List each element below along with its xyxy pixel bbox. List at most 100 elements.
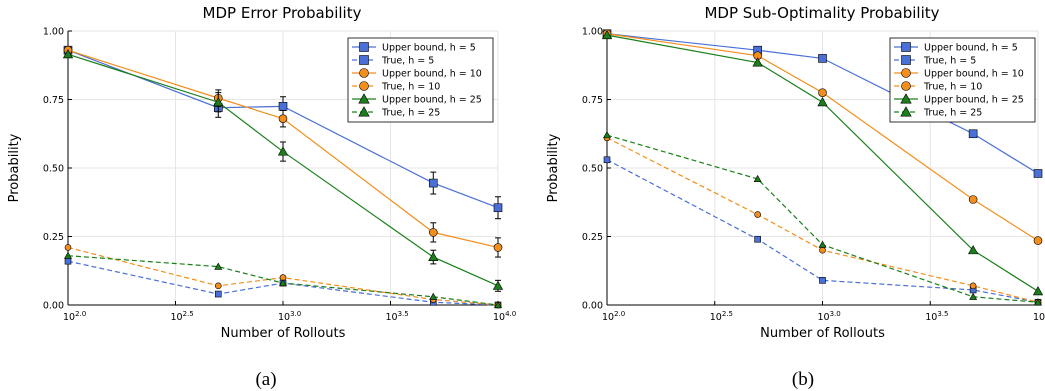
legend: Upper bound, h = 5 True, h = 5 Upper bound…: [347, 37, 494, 123]
data-point: [493, 203, 503, 213]
legend-marker: [901, 55, 911, 65]
legend-box: [347, 37, 494, 123]
data-point: [1033, 169, 1043, 178]
chart-b: 0.00 0.25 0.50 0.75 1.00 102.0 102.5 103.0 103.5…: [546, 4, 1045, 341]
y-tick-label: 0.75: [43, 95, 64, 106]
data-point: [428, 178, 438, 188]
y-tick-label: 0.00: [582, 301, 603, 312]
data-point: [214, 282, 222, 290]
y-axis-label: Probability: [546, 133, 561, 202]
legend-marker: [901, 68, 911, 78]
legend-marker: [359, 81, 369, 91]
data-point: [754, 235, 761, 243]
data-point: [818, 54, 827, 63]
data-point: [429, 292, 438, 300]
legend-marker: [359, 55, 369, 65]
legend-label: Upper bound, h = 25: [924, 95, 1024, 106]
series-6: [64, 251, 502, 309]
data-point: [213, 97, 224, 107]
data-point: [278, 114, 288, 123]
data-point: [493, 243, 503, 252]
data-point: [968, 195, 978, 204]
data-point: [818, 88, 827, 97]
data-point: [969, 292, 978, 300]
chart-title: MDP Error Probability: [203, 4, 362, 22]
data-point: [278, 102, 288, 111]
series-5: [601, 29, 1044, 296]
y-tick-label: 0.50: [43, 164, 64, 175]
data-point: [819, 277, 826, 284]
y-axis-label: Probability: [7, 133, 22, 202]
data-point: [64, 244, 72, 251]
x-tick-label: 102.5: [171, 310, 194, 323]
data-point: [1034, 298, 1042, 306]
x-tick-label: 104.0: [493, 310, 516, 323]
series-5: [62, 49, 504, 292]
data-point: [214, 290, 222, 298]
caption-b: (b): [792, 369, 814, 390]
data-point: [603, 156, 611, 164]
legend-marker: [359, 42, 369, 52]
data-point: [62, 49, 74, 59]
data-point: [601, 29, 613, 40]
x-tick-label: 103.0: [818, 310, 841, 323]
legend-marker: [901, 42, 911, 52]
x-tick-label: 103.5: [386, 310, 409, 323]
legend-marker: [900, 106, 912, 117]
legend-label: True, h = 10: [923, 82, 982, 93]
data-point: [492, 280, 504, 290]
legend-marker: [358, 106, 370, 117]
legend-label: Upper bound, h = 10: [382, 69, 482, 80]
legend-label: True, h = 5: [923, 56, 976, 67]
data-point: [494, 300, 502, 309]
y-tick-label: 0.50: [582, 164, 603, 175]
data-point: [603, 131, 611, 139]
legend-label: Upper bound, h = 25: [382, 95, 482, 106]
data-point: [817, 97, 828, 107]
legend-label: True, h = 10: [381, 82, 440, 93]
y-tick-label: 0.25: [43, 232, 64, 243]
x-tick-label: 103.5: [925, 310, 948, 323]
data-point: [214, 262, 223, 270]
legend-label: True, h = 25: [381, 108, 440, 119]
chart-title: MDP Sub-Optimality Probability: [704, 4, 939, 22]
data-point: [968, 244, 979, 255]
y-tick-label: 1.00: [43, 27, 64, 38]
series-3: [63, 45, 503, 258]
data-point: [1033, 236, 1043, 245]
x-tick-label: 102.5: [710, 310, 733, 323]
legend-label: True, h = 25: [923, 108, 982, 119]
legend-label: True, h = 5: [381, 56, 434, 67]
x-tick-label: 102.0: [63, 310, 86, 323]
legend-marker: [359, 68, 369, 78]
legend-marker: [901, 81, 911, 91]
x-tick-label: 102.0: [602, 310, 625, 323]
x-axis-label: Number of Rollouts: [221, 326, 346, 341]
data-point: [1032, 286, 1044, 296]
caption-a: (a): [255, 369, 276, 390]
x-tick-label: 103.0: [278, 310, 301, 323]
data-point: [752, 57, 763, 67]
data-point: [64, 251, 72, 259]
data-point: [428, 228, 438, 237]
data-point: [428, 251, 439, 262]
y-tick-label: 0.00: [43, 301, 64, 312]
chart-a: 0.00 0.25 0.50 0.75 1.00 102.0 102.5 103.0 103.5…: [7, 4, 516, 341]
legend-label: Upper bound, h = 5: [382, 43, 476, 54]
y-tick-label: 0.25: [582, 232, 603, 243]
data-point: [279, 279, 287, 287]
legend-label: Upper bound, h = 10: [924, 69, 1024, 80]
data-point: [64, 257, 72, 265]
legend-box: [889, 37, 1036, 123]
series-6: [603, 131, 1042, 306]
y-tick-label: 1.00: [582, 27, 603, 38]
data-point: [968, 129, 978, 139]
data-point: [277, 146, 289, 156]
data-point: [969, 282, 977, 290]
series-line: [606, 159, 1039, 303]
data-point: [818, 240, 827, 248]
data-point: [754, 211, 761, 218]
data-point: [819, 246, 826, 254]
legend: Upper bound, h = 5 True, h = 5 Upper bound…: [889, 37, 1036, 123]
